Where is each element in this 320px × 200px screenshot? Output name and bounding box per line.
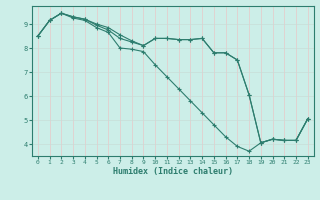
X-axis label: Humidex (Indice chaleur): Humidex (Indice chaleur): [113, 167, 233, 176]
